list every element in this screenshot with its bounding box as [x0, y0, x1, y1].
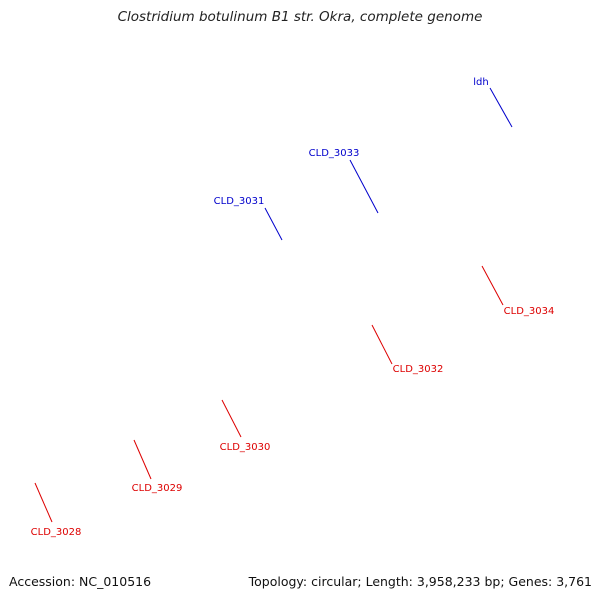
gene-labels: ldh CLD_3033 CLD_3031 CLD_3034 CLD_3032 CLD_3…: [31, 77, 555, 538]
leader-line-cld_3030: [221, 399, 242, 438]
leader-line-cld_3032: [371, 324, 393, 365]
gene-label-cld_3030: CLD_3030: [220, 442, 271, 453]
topology-text: Topology: circular; Length: 3,958,233 bp…: [248, 574, 592, 589]
leader-line-cld_3031: [264, 207, 283, 241]
gene-label-cld_3033: CLD_3033: [309, 148, 360, 159]
gene-label-cld_3028: CLD_3028: [31, 527, 82, 538]
leader-line-ldh: [489, 87, 513, 128]
leader-line-cld_3029: [133, 439, 152, 480]
gene-label-cld_3031: CLD_3031: [214, 196, 265, 207]
leader-line-cld_3034: [481, 265, 504, 306]
leader-line-cld_3033: [349, 159, 379, 214]
leader-line-cld_3028: [34, 482, 53, 523]
gene-label-cld_3029: CLD_3029: [132, 483, 183, 494]
map-title: Clostridium botulinum B1 str. Okra, comp…: [117, 9, 483, 25]
gene-label-cld_3032: CLD_3032: [393, 364, 444, 375]
gene-label-cld_3034: CLD_3034: [504, 306, 555, 317]
accession-text: Accession: NC_010516: [9, 574, 152, 589]
gene-label-ldh: ldh: [473, 77, 488, 88]
